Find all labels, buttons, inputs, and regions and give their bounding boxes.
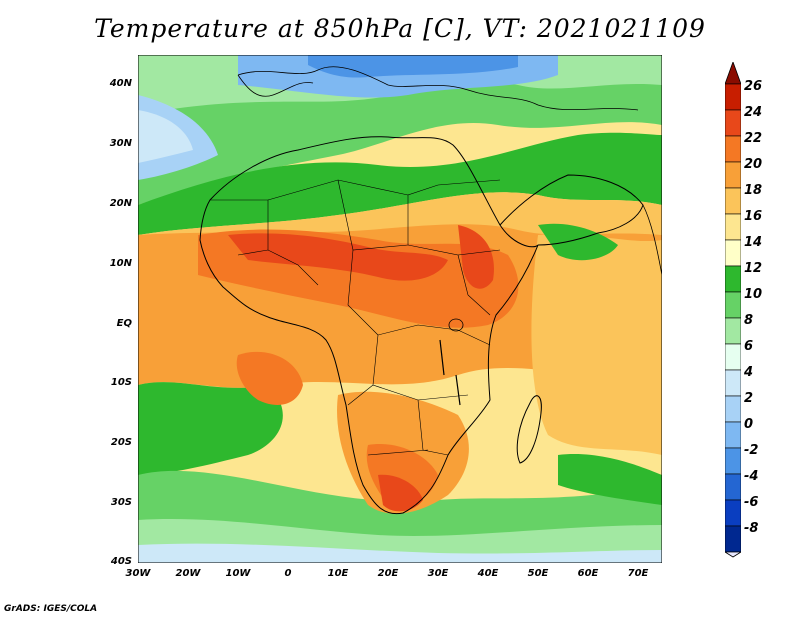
lon-label: 30W [125,568,151,579]
colorbar-segment [725,343,741,371]
lon-label: 70E [627,568,649,579]
colorbar-label: 6 [744,339,754,354]
colorbar-segment [725,525,741,553]
coastline-iberia [237,74,314,97]
country-borders [210,179,501,456]
colorbar-segment [725,161,741,189]
lake-victoria [448,318,464,332]
colorbar-segment [725,421,741,449]
colorbar-segment [725,447,741,475]
lat-label: 30S [110,497,132,508]
colorbar-segment [725,499,741,527]
colorbar-segment [725,473,741,501]
lat-label: 40N [109,78,132,89]
chart-title: Temperature at 850hPa [C], VT: 202102110… [94,14,706,43]
colorbar-label: 12 [744,261,763,276]
lat-label: 40S [110,556,132,567]
coastline-europe [237,66,639,111]
colorbar-label: -2 [744,443,759,458]
colorbar-segment [725,213,741,241]
colorbar-label: 10 [744,287,763,302]
colorbar-label: 16 [744,209,763,224]
lon-label: 10W [225,568,251,579]
coastline-africa [199,136,539,515]
lon-label: 40E [477,568,499,579]
colorbar-bottom-triangle [725,551,741,558]
colorbar-label: 2 [744,391,754,406]
lon-label: 60E [577,568,599,579]
colorbar-label: 8 [744,313,754,328]
colorbar-top-triangle [725,62,741,85]
colorbar-label: 26 [744,79,763,94]
field-south-africa-hottest [378,474,423,512]
field-sahel-hottest [228,233,448,281]
colorbar-label: -6 [744,495,759,510]
coastline-arabia [499,174,644,246]
field-indian-ocean-green [538,223,618,261]
colorbar [725,62,741,558]
colorbar-label: 0 [744,417,754,432]
lat-label: 30N [109,138,132,149]
lat-label: 10S [110,377,132,388]
lat-label: 10N [109,258,132,269]
field-south-atlantic-green [138,382,283,475]
colorbar-segment [725,265,741,293]
lon-label: 10E [327,568,349,579]
temperature-map [138,55,662,563]
field-angola-warm [236,351,303,405]
colorbar-label: 14 [744,235,763,250]
colorbar-label: -4 [744,469,759,484]
colorbar-label: 22 [744,131,763,146]
colorbar-label: 18 [744,183,763,198]
colorbar-label: 4 [744,365,754,380]
field-europe-blue [308,55,518,78]
colorbar-label: 20 [744,157,763,172]
colorbar-segment [725,187,741,215]
field-ethiopia-hot [458,225,494,289]
lat-label: 20N [109,198,132,209]
field-sahara-green [138,132,662,235]
lon-label: 30E [427,568,449,579]
colorbar-segment [725,83,741,111]
coastline-india [642,204,662,276]
field-indian-ocean [531,233,662,455]
colorbar-label: -8 [744,521,759,536]
colorbar-segment [725,395,741,423]
colorbar-segment [725,291,741,319]
colorbar-segment [725,109,741,137]
field-west-atlantic-b [138,110,193,163]
colorbar-segment [725,239,741,267]
lake-malawi [455,374,461,406]
colorbar-segment [725,135,741,163]
lon-label: 20W [175,568,201,579]
field-indian-ocean-south [558,454,662,505]
lake-tanganyika [439,339,445,376]
colorbar-segment [725,369,741,397]
lat-label: EQ [116,318,132,329]
colorbar-segment [725,317,741,345]
lon-label: 0 [284,568,292,579]
grads-credit: GrADS: IGES/COLA [4,604,98,614]
colorbar-label: 24 [744,105,763,120]
lon-label: 20E [377,568,399,579]
field-south-ocean-blue [138,543,662,563]
coastline-madagascar [516,395,542,464]
lat-label: 20S [110,437,132,448]
lon-label: 50E [527,568,549,579]
